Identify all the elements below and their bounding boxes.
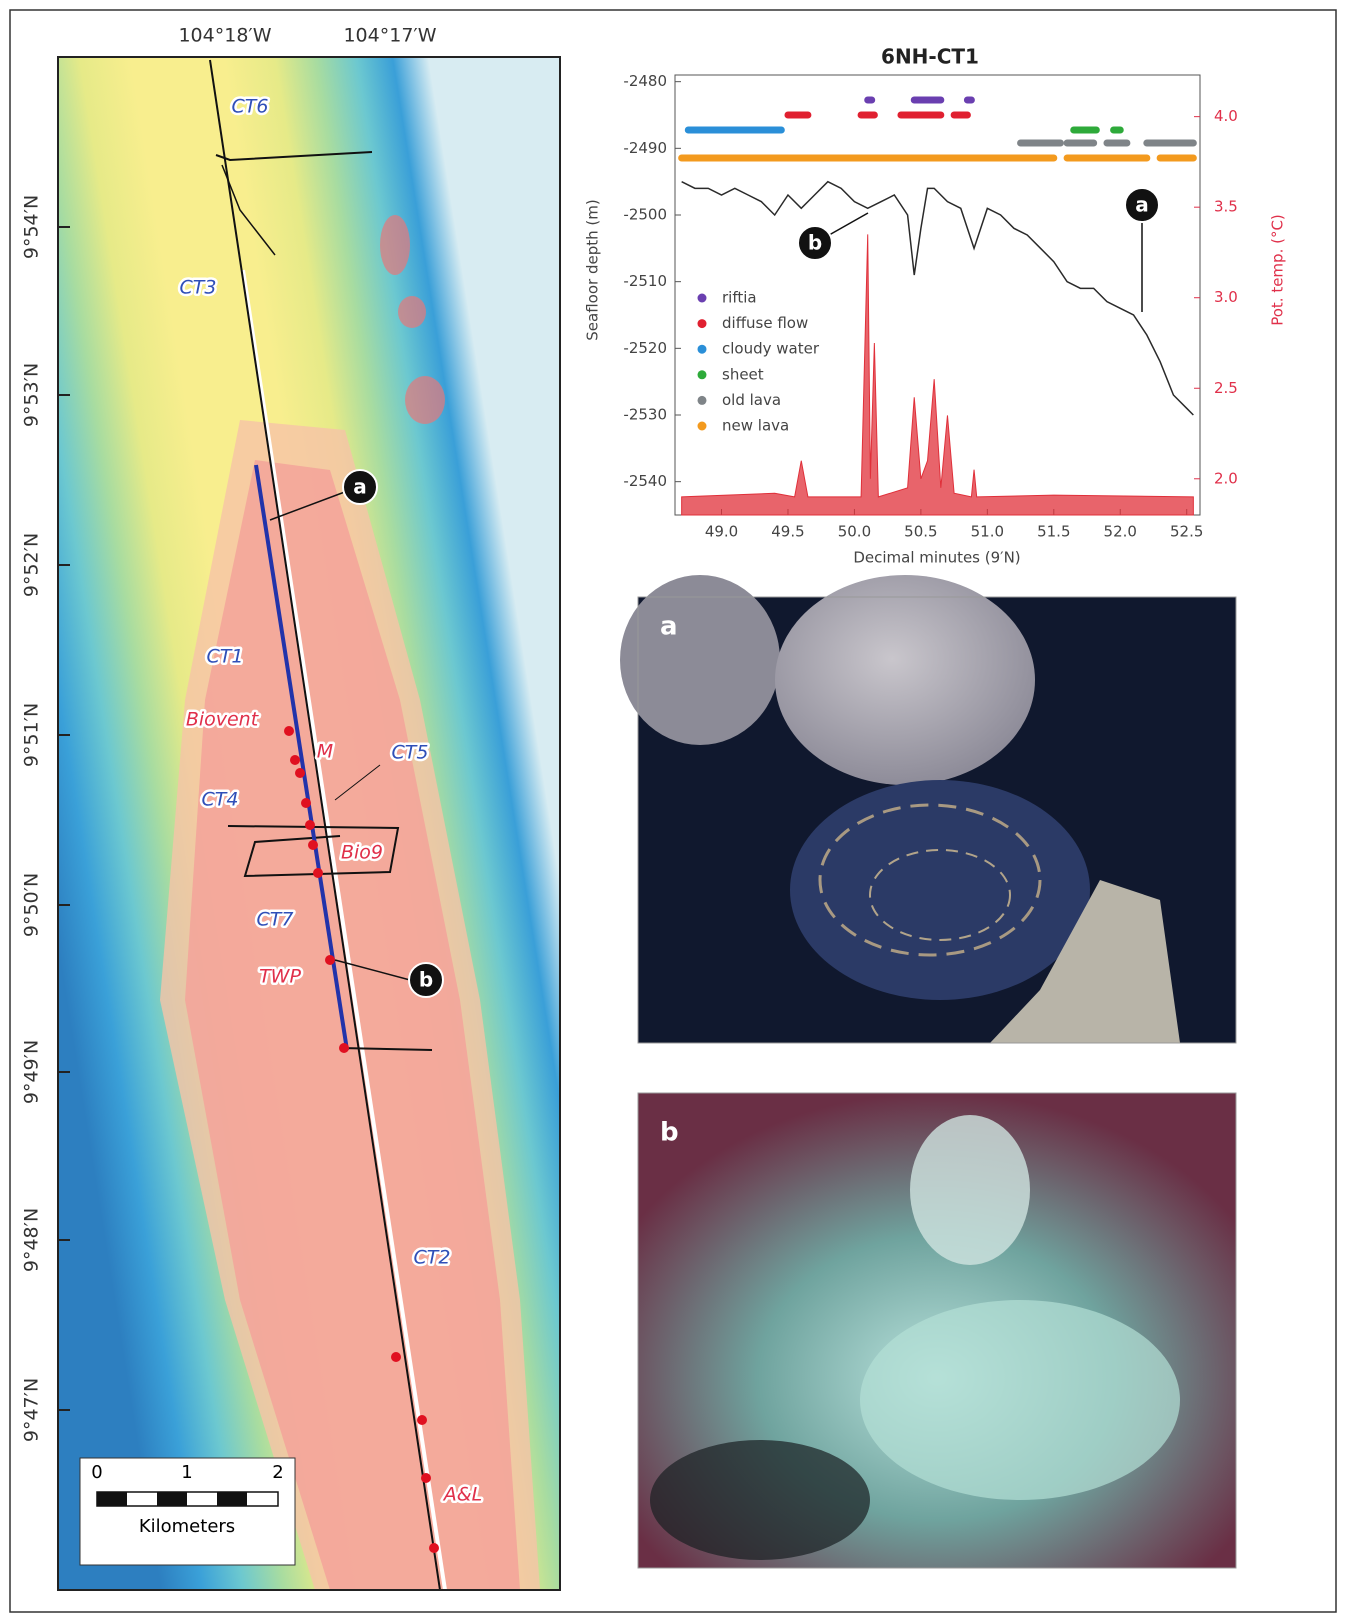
legend-marker	[698, 345, 707, 354]
scale-tick: 2	[272, 1462, 283, 1483]
y2-tick-label: 3.0	[1214, 288, 1238, 306]
lat-label: 9°47′N	[21, 1378, 43, 1442]
y-tick-label: -2490	[623, 139, 667, 157]
x-tick-label: 52.5	[1170, 523, 1203, 541]
y2-tick-label: 2.0	[1214, 469, 1238, 487]
mound	[380, 215, 410, 275]
lat-label: 9°49′N	[21, 1040, 43, 1104]
site-label: CT6	[232, 96, 269, 118]
site-label: CT3	[180, 277, 217, 299]
y-tick-label: -2510	[623, 272, 667, 290]
site-label: CT1	[207, 646, 244, 668]
y-tick-label: -2500	[623, 206, 667, 224]
site-label: M	[317, 741, 333, 763]
site-label: CT5	[392, 742, 429, 764]
y-axis-label: Seafloor depth (m)	[584, 199, 602, 340]
callout-label: a	[353, 475, 367, 499]
x-tick-label: 49.5	[771, 523, 804, 541]
legend-label: new lava	[722, 417, 789, 435]
site-label: Biovent	[186, 709, 260, 731]
legend-label: old lava	[722, 391, 781, 409]
scale-tick: 1	[181, 1462, 192, 1483]
site-label: TWP	[259, 966, 301, 988]
map: 0 1 2 Kilometers	[58, 57, 560, 1590]
y2-tick-label: 4.0	[1214, 107, 1238, 125]
annotation-label: b	[808, 231, 822, 255]
legend-marker	[698, 370, 707, 379]
scale-segment	[157, 1492, 187, 1506]
legend-label: diffuse flow	[722, 314, 808, 332]
site-label: CT7	[257, 909, 294, 931]
legend-label: riftia	[722, 289, 757, 307]
lat-label: 9°53′N	[21, 363, 43, 427]
scale-segment	[97, 1492, 127, 1506]
scale-unit: Kilometers	[139, 1516, 235, 1537]
y-tick-label: -2530	[623, 406, 667, 424]
site-label: A&L	[442, 1484, 482, 1506]
legend-label: sheet	[722, 365, 764, 383]
lon-label: 104°18′W	[178, 25, 271, 47]
lat-label: 9°54′N	[21, 195, 43, 259]
photo-label: a	[660, 612, 678, 642]
y-tick-label: -2540	[623, 472, 667, 490]
x-tick-label: 51.0	[971, 523, 1004, 541]
x-tick-label: 50.0	[838, 523, 871, 541]
lat-label: 9°51′N	[21, 703, 43, 767]
legend-marker	[698, 396, 707, 405]
x-tick-label: 50.5	[904, 523, 937, 541]
lon-label: 104°17′W	[343, 25, 436, 47]
figure: 0 1 2 Kilometers a b 6NH-CT1 Decimal min…	[0, 0, 1346, 1622]
chart-title: 6NH-CT1	[881, 45, 979, 69]
legend-marker	[698, 422, 707, 431]
scale-segment	[217, 1492, 247, 1506]
lat-label: 9°52′N	[21, 533, 43, 597]
photo-a: a	[620, 575, 1236, 1043]
lat-label: 9°50′N	[21, 873, 43, 937]
y2-tick-label: 3.5	[1214, 198, 1238, 216]
scale-tick: 0	[91, 1462, 102, 1483]
lat-label: 9°48′N	[21, 1208, 43, 1272]
legend-label: cloudy water	[722, 340, 820, 358]
site-label: CT4	[202, 789, 239, 811]
mound	[398, 296, 426, 328]
y-tick-label: -2520	[623, 339, 667, 357]
photo-label: b	[660, 1118, 679, 1148]
y2-tick-label: 2.5	[1214, 379, 1238, 397]
y-tick-label: -2480	[623, 72, 667, 90]
x-tick-label: 52.0	[1104, 523, 1137, 541]
mound	[405, 376, 445, 424]
y2-axis-label: Pot. temp. (°C)	[1269, 214, 1287, 326]
x-tick-label: 49.0	[705, 523, 738, 541]
x-tick-label: 51.5	[1037, 523, 1070, 541]
site-label: CT2	[414, 1247, 451, 1269]
legend-marker	[698, 319, 707, 328]
photo-b: b	[638, 1093, 1236, 1568]
legend-marker	[698, 294, 707, 303]
annotation-label: a	[1135, 193, 1149, 217]
x-axis-label: Decimal minutes (9′N)	[853, 549, 1020, 567]
callout-label: b	[419, 968, 433, 992]
site-label: Bio9	[341, 842, 383, 864]
